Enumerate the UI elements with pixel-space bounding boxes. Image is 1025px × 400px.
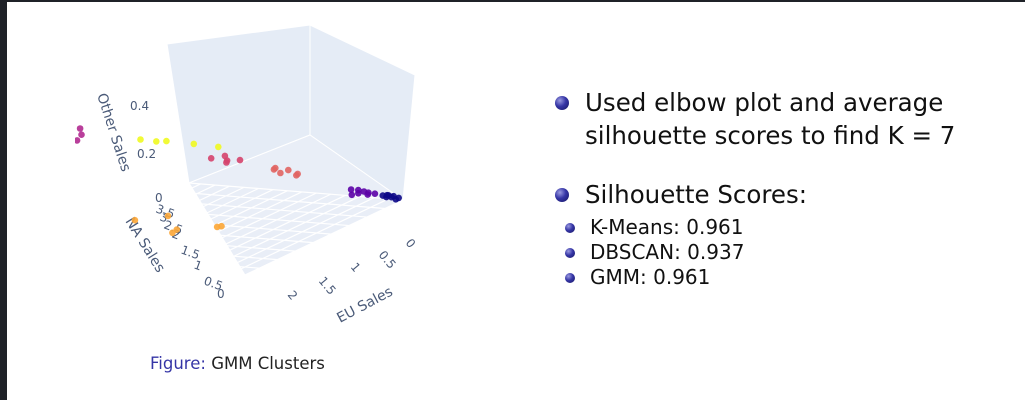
x-tick-2: 2 xyxy=(285,288,301,303)
caption-prefix: Figure: xyxy=(150,354,206,373)
data-point xyxy=(190,140,198,148)
grid-line xyxy=(71,185,230,262)
data-point xyxy=(348,191,356,199)
x-tick-0: 0 xyxy=(403,236,419,251)
data-point xyxy=(355,186,362,194)
score-gmm-text: GMM: 0.961 xyxy=(590,265,711,289)
data-point xyxy=(78,131,85,138)
data-points xyxy=(49,122,403,237)
data-point xyxy=(236,156,244,164)
y-tick-0.5: 0.5 xyxy=(202,274,225,294)
y-tick-3: 3 xyxy=(158,210,170,226)
caption-text: GMM Clusters xyxy=(211,354,325,373)
bullet-silhouette: Silhouette Scores: xyxy=(555,178,1005,211)
grid-line xyxy=(135,207,350,227)
grid-line xyxy=(157,192,317,269)
data-point xyxy=(163,137,170,145)
grid-line xyxy=(129,190,288,267)
data-point xyxy=(379,192,387,199)
grid-line xyxy=(170,190,386,210)
data-point xyxy=(223,159,230,166)
data-point xyxy=(131,216,139,224)
score-dbscan: DBSCAN: 0.937 xyxy=(555,240,1005,265)
scatter-svg: Other Sales NA Sales EU Sales 0 0.2 0.4 … xyxy=(42,24,419,327)
figure-caption: Figure: GMM Clusters xyxy=(150,354,325,373)
score-gmm: GMM: 0.961 xyxy=(555,265,1005,290)
z-axis-title: Other Sales xyxy=(93,91,133,173)
bullet-dot xyxy=(555,188,569,202)
grid-line xyxy=(85,186,245,263)
grid-line xyxy=(215,197,375,274)
data-point xyxy=(293,172,300,179)
data-point xyxy=(285,166,292,174)
data-point xyxy=(169,229,176,237)
bullet-elbow-line2: silhouette scores to find K = 7 xyxy=(585,121,956,150)
z-tick-0.2: 0.2 xyxy=(137,147,156,161)
data-point xyxy=(153,138,160,145)
sub-bullet-dot xyxy=(565,223,575,233)
data-point xyxy=(221,152,229,160)
y-tick-0: 0 xyxy=(217,287,225,301)
score-kmeans-text: K-Means: 0.961 xyxy=(590,215,744,239)
sub-bullet-dot xyxy=(565,273,575,283)
grid-lines xyxy=(42,182,404,276)
score-kmeans: K-Means: 0.961 xyxy=(555,215,1005,240)
bullet-dot xyxy=(555,96,569,110)
data-point xyxy=(213,223,221,231)
grid-line xyxy=(143,191,303,268)
y-tick-1: 1 xyxy=(192,258,204,274)
x-tick-1.5: 1.5 xyxy=(316,274,339,298)
y-tick-2.5: 2.5 xyxy=(162,218,185,238)
grid-line xyxy=(153,199,368,218)
y-tick-2: 2 xyxy=(170,227,182,243)
data-point xyxy=(215,143,222,151)
data-point xyxy=(207,155,215,162)
gmm-3d-scatter-plot[interactable]: Other Sales NA Sales EU Sales 0 0.2 0.4 … xyxy=(42,24,435,340)
grid-line xyxy=(99,225,314,244)
bullet-silhouette-title: Silhouette Scores: xyxy=(585,180,807,209)
x-tick-1: 1 xyxy=(348,260,364,275)
grid-line xyxy=(114,189,274,266)
z-tick-0.4: 0.4 xyxy=(130,99,149,113)
grid-line xyxy=(63,242,278,261)
top-border xyxy=(0,0,1025,2)
sub-bullet-dot xyxy=(565,248,575,258)
data-point xyxy=(277,169,284,177)
grid-line xyxy=(45,250,260,269)
left-border xyxy=(0,0,7,400)
x-tick-0.5: 0.5 xyxy=(376,248,399,272)
x-axis-title: EU Sales xyxy=(334,284,395,327)
grid-line xyxy=(100,187,259,265)
data-point xyxy=(164,212,172,220)
grid-line xyxy=(81,233,296,252)
z-tick-0: 0 xyxy=(155,191,163,205)
data-point xyxy=(347,186,355,193)
grid-line xyxy=(201,196,360,273)
grid-line xyxy=(230,198,389,275)
data-point xyxy=(270,166,278,173)
bullet-list: Used elbow plot and average silhouette s… xyxy=(555,86,1005,290)
y-tick-1.5: 1.5 xyxy=(179,243,202,263)
bullet-elbow: Used elbow plot and average silhouette s… xyxy=(555,86,1005,152)
data-point xyxy=(137,136,144,143)
grid-line xyxy=(172,193,331,270)
score-dbscan-text: DBSCAN: 0.937 xyxy=(590,240,745,264)
grid-line xyxy=(244,199,404,276)
bullet-elbow-line1: Used elbow plot and average xyxy=(585,88,944,117)
data-point xyxy=(371,190,379,197)
grid-line xyxy=(186,194,346,271)
data-point xyxy=(360,188,368,195)
data-point xyxy=(73,137,81,144)
data-point xyxy=(76,125,84,132)
